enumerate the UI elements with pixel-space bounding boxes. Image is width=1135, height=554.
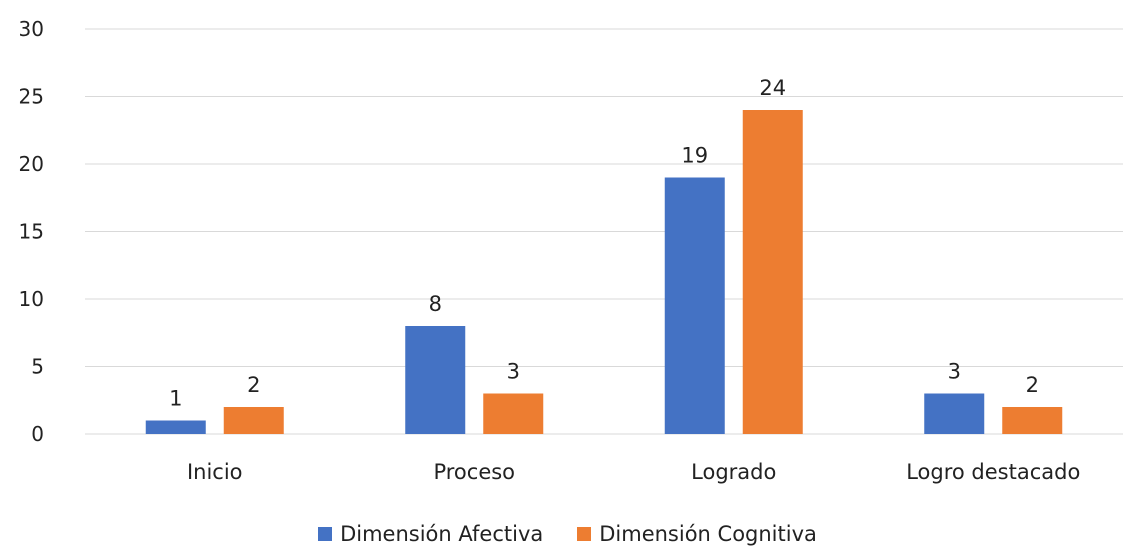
y-tick-label: 20 [19,152,44,176]
bar-cognitiva [483,393,544,434]
legend-swatch-cognitiva [577,527,592,541]
x-category-label: Inicio [187,460,243,484]
bar-afectiva [145,420,206,434]
y-tick-label: 10 [19,287,44,311]
legend-swatch-afectiva [318,527,333,541]
data-label: 3 [507,360,520,384]
y-tick-label: 25 [19,85,44,109]
legend-item-afectiva: Dimensión Afectiva [318,522,543,546]
legend-label-afectiva: Dimensión Afectiva [340,522,544,546]
legend-item-cognitiva: Dimensión Cognitiva [577,522,817,546]
y-tick-label: 15 [19,220,44,244]
data-labels: 1 2 8 3 19 24 3 2 [169,76,1039,411]
x-axis: Inicio Proceso Logrado Logro destacado [187,460,1080,484]
bar-afectiva [664,177,725,434]
gridlines [85,28,1123,435]
y-axis: 0 5 10 15 20 25 30 [19,17,44,446]
bars [145,110,1063,434]
data-label: 8 [429,292,442,316]
data-label: 2 [247,373,260,397]
x-category-label: Proceso [433,460,515,484]
legend: Dimensión Afectiva Dimensión Cognitiva [0,522,1135,546]
y-tick-label: 30 [19,17,44,41]
y-tick-label: 5 [31,355,44,379]
data-label: 24 [759,76,786,100]
bar-cognitiva [1002,407,1063,434]
bar-cognitiva [223,407,284,434]
y-tick-label: 0 [31,422,44,446]
data-label: 2 [1026,373,1039,397]
bar-cognitiva [742,110,803,434]
bar-chart: 0 5 10 15 20 25 30 1 2 8 3 19 24 3 2 Inicio Proceso Log… [19,17,1123,484]
data-label: 3 [948,360,961,384]
bar-afectiva [405,326,466,434]
legend-label-cognitiva: Dimensión Cognitiva [599,522,817,546]
x-category-label: Logrado [691,460,776,484]
x-category-label: Logro destacado [906,460,1080,484]
data-label: 19 [681,144,708,168]
bar-afectiva [924,393,985,434]
data-label: 1 [169,387,182,411]
